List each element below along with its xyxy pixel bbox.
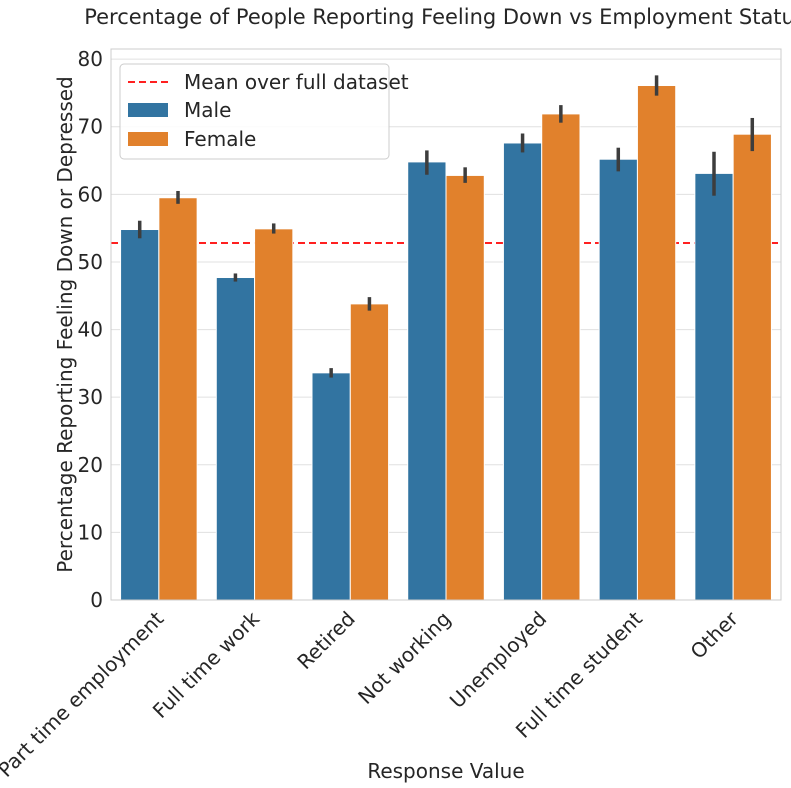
chart-title: Percentage of People Reporting Feeling D… (84, 5, 791, 29)
bar-male (311, 372, 351, 601)
legend-label-mean: Mean over full dataset (184, 70, 409, 94)
y-tick-label: 30 (78, 385, 103, 409)
y-tick-label: 60 (78, 182, 103, 206)
bar-male (598, 158, 638, 601)
bar-female (254, 228, 294, 601)
bars (120, 85, 772, 601)
y-tick-label: 70 (78, 115, 103, 139)
x-tick-label: Not working (353, 607, 455, 709)
x-tick-label: Retired (292, 607, 360, 675)
legend: Mean over full dataset Male Female (119, 63, 409, 160)
y-tick-label: 40 (78, 318, 103, 342)
plot-frame (110, 48, 782, 601)
bar-female (732, 133, 772, 601)
x-axis-label: Response Value (367, 759, 524, 783)
y-tick-label: 80 (78, 47, 103, 71)
legend-swatch-female (128, 132, 168, 146)
x-tick-label: Other (686, 606, 744, 664)
bar-male (694, 172, 734, 601)
bar-female (349, 303, 390, 601)
bar-male (215, 277, 256, 601)
legend-box (119, 63, 390, 160)
x-tick-label: Part time employment (0, 606, 168, 781)
y-axis-label: Percentage Reporting Feeling Down or Dep… (53, 76, 77, 572)
bar-male (502, 142, 543, 601)
legend-label-male: Male (184, 98, 231, 122)
x-tick-label: Unemployed (445, 607, 551, 713)
error-bars (137, 75, 755, 378)
bar-female (636, 85, 677, 601)
bar-male (120, 229, 160, 601)
bar-female (158, 197, 198, 601)
bar-male (407, 161, 447, 601)
y-tick-labels: 0 10 20 30 40 50 60 70 80 (78, 47, 103, 612)
y-tick-label: 0 (90, 588, 103, 612)
legend-label-female: Female (184, 127, 256, 151)
y-tick-label: 10 (78, 520, 103, 544)
legend-swatch-male (128, 103, 168, 117)
bar-female (541, 113, 581, 601)
y-tick-label: 50 (78, 250, 103, 274)
bar-female (445, 174, 485, 601)
y-tick-label: 20 (78, 453, 103, 477)
